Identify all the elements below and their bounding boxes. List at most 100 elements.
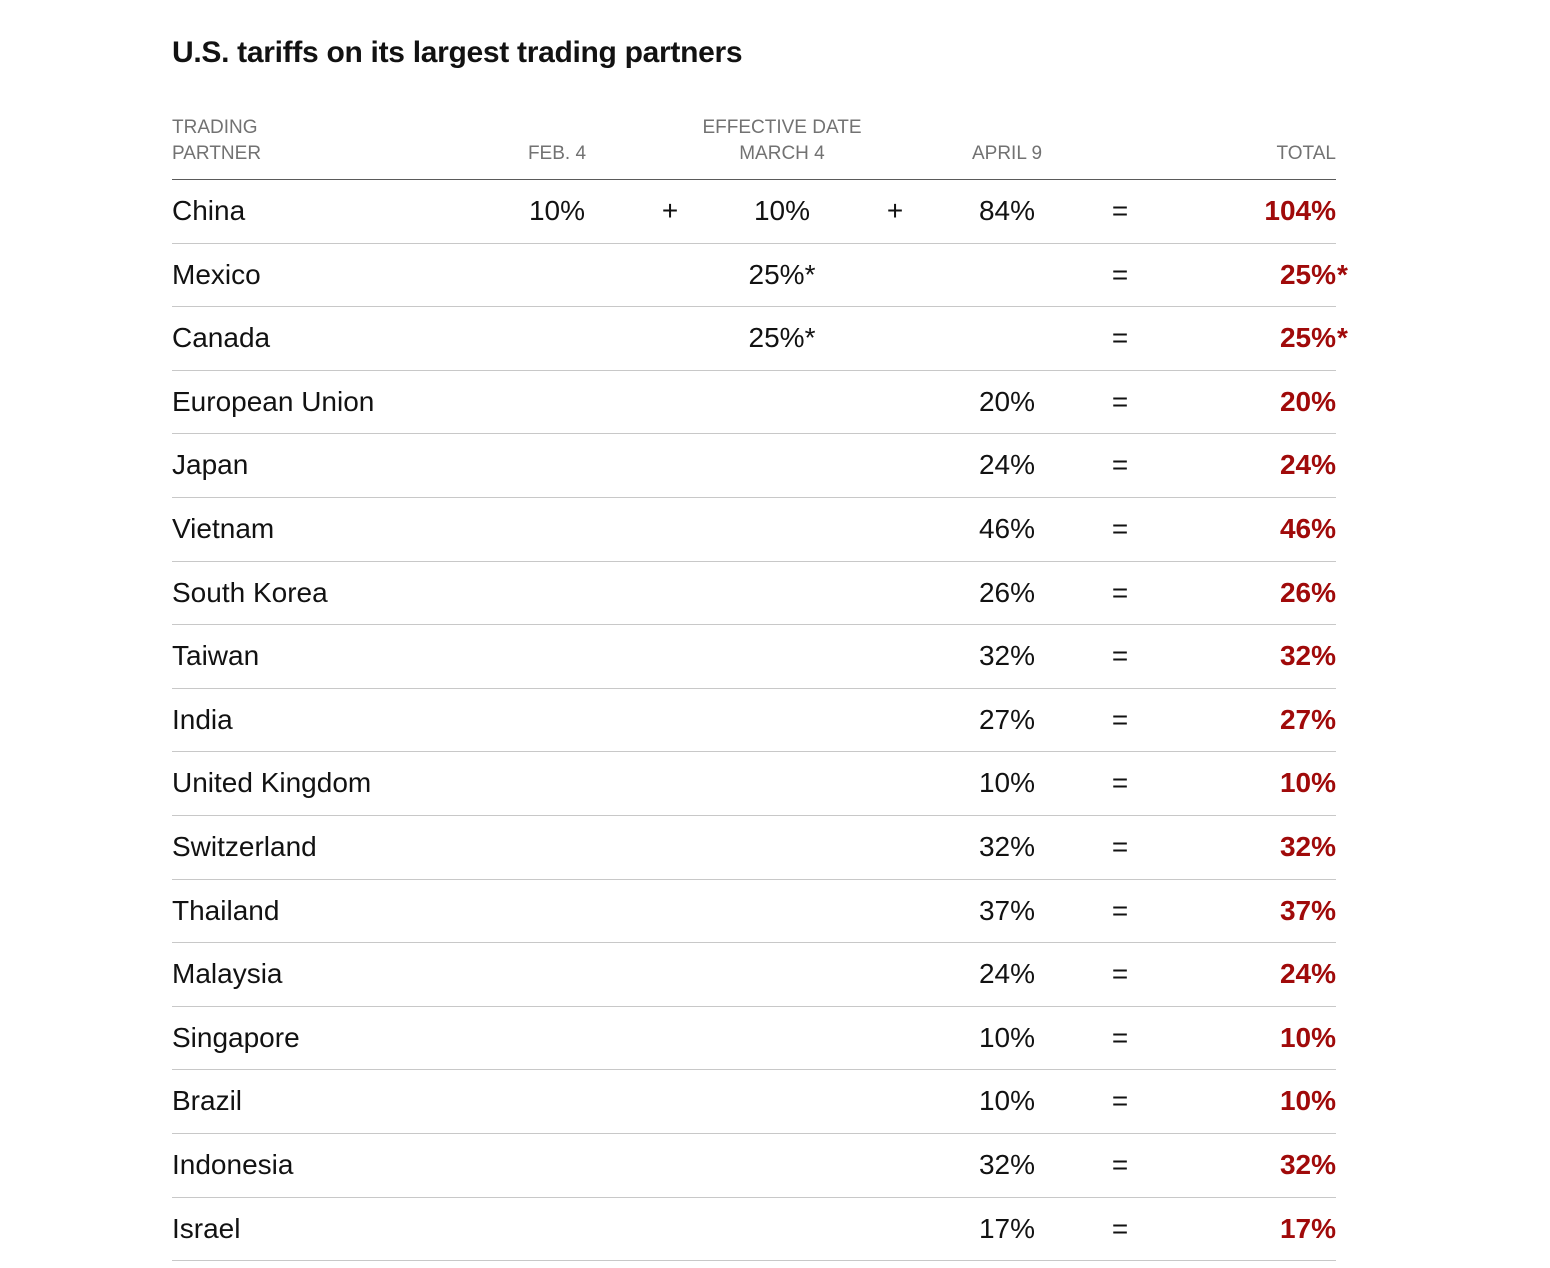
table-row: Malaysia 24% = 24% [172,943,1336,1007]
plus-operator [650,625,690,688]
feb-4-value [497,434,617,497]
april-9-value: 84% [978,195,1036,226]
plus-operator [650,371,690,434]
feb-4-value [497,625,617,688]
plus-operator: + [886,195,904,226]
total-value: 24% [1279,449,1336,481]
plus-operator [875,371,915,434]
feb-4-value: 10% [528,195,586,226]
march-4-value [722,943,842,1006]
feb-4-value [497,498,617,561]
march-4-value [722,434,842,497]
april-9-value: 10% [978,767,1036,799]
feb-4-value [497,1007,617,1070]
plus-operator [650,816,690,879]
table-row: China 10% +10% +84% = 104% [172,180,1336,244]
partner-name: Malaysia [172,958,283,990]
total-value: 26% [1279,576,1336,608]
april-9-value: 37% [978,894,1036,926]
partner-name: Brazil [172,1085,243,1117]
header-effective-date: EFFECTIVE DATE [702,117,862,138]
april-9-value: 46% [978,512,1036,544]
table-row: Japan 24% = 24% [172,434,1336,498]
total-footnote-mark: * [1337,322,1348,354]
partner-name: Israel [172,1212,241,1244]
plus-operator [875,498,915,561]
feb-4-value [497,752,617,815]
tariff-table-body: China 10% +10% +84% = 104% Mexico 25%* = 25% * Cana… [172,180,1348,1262]
april-9-value: 20% [978,385,1036,417]
april-9-value: 26% [978,576,1036,608]
plus-operator [875,307,915,370]
equals-operator: = [1111,195,1129,226]
partner-name: Taiwan [172,640,260,672]
feb-4-value [497,244,617,307]
partner-name: Singapore [172,1021,300,1053]
april-9-value: 24% [978,958,1036,990]
total-value: 25% [1279,258,1336,290]
total-value: 10% [1279,1021,1336,1053]
table-row: Singapore 10% = 10% [172,1007,1336,1071]
feb-4-value [497,307,617,370]
equals-operator: = [1111,1212,1129,1244]
april-9-value [947,244,1067,307]
total-value: 24% [1279,958,1336,990]
partner-name: Japan [172,449,249,481]
equals-operator: = [1111,1085,1129,1117]
table-row: Vietnam 46% = 46% [172,498,1336,562]
partner-name: United Kingdom [172,767,372,799]
equals-operator: = [1111,258,1129,290]
march-4-value [722,689,842,752]
total-value: 32% [1279,1148,1336,1180]
partner-name: Vietnam [172,512,275,544]
partner-name: Canada [172,322,271,354]
total-value: 17% [1279,1212,1336,1244]
feb-4-value [497,689,617,752]
plus-operator [650,1134,690,1197]
plus-operator [650,498,690,561]
march-4-value [722,625,842,688]
april-9-value: 10% [978,1085,1036,1117]
total-value: 37% [1279,894,1336,926]
total-value: 32% [1279,830,1336,862]
plus-operator [875,562,915,625]
equals-operator: = [1111,1148,1129,1180]
plus-operator [875,752,915,815]
april-9-value: 32% [978,1148,1036,1180]
plus-operator [875,1007,915,1070]
april-9-value [947,307,1067,370]
partner-name: India [172,703,233,735]
march-4-value: 10% [753,195,811,226]
header-divider [172,179,1336,180]
equals-operator: = [1111,512,1129,544]
total-value: 46% [1279,512,1336,544]
march-4-value: 25%* [748,258,816,290]
plus-operator [650,1070,690,1133]
feb-4-value [497,1070,617,1133]
plus-operator [650,434,690,497]
header-trading-partner: TRADING PARTNER [172,115,282,167]
march-4-value [722,816,842,879]
equals-operator: = [1111,894,1129,926]
partner-name: Thailand [172,894,280,926]
total-value: 10% [1279,767,1336,799]
march-4-value [722,1134,842,1197]
feb-4-value [497,371,617,434]
header-april-9: APRIL 9 [971,143,1043,164]
table-row: Indonesia 32% = 32% [172,1134,1336,1198]
feb-4-value [497,816,617,879]
partner-name: Mexico [172,258,261,290]
header-march-4: MARCH 4 [739,143,825,164]
feb-4-value [497,1198,617,1261]
plus-operator [875,943,915,1006]
plus-operator [650,943,690,1006]
table-row: Mexico 25%* = 25% * [172,244,1348,308]
plus-operator [875,1198,915,1261]
plus-operator [875,625,915,688]
equals-operator: = [1111,703,1129,735]
table-row: Canada 25%* = 25% * [172,307,1348,371]
equals-operator: = [1111,640,1129,672]
equals-operator: = [1111,958,1129,990]
equals-operator: = [1111,830,1129,862]
plus-operator [875,1134,915,1197]
